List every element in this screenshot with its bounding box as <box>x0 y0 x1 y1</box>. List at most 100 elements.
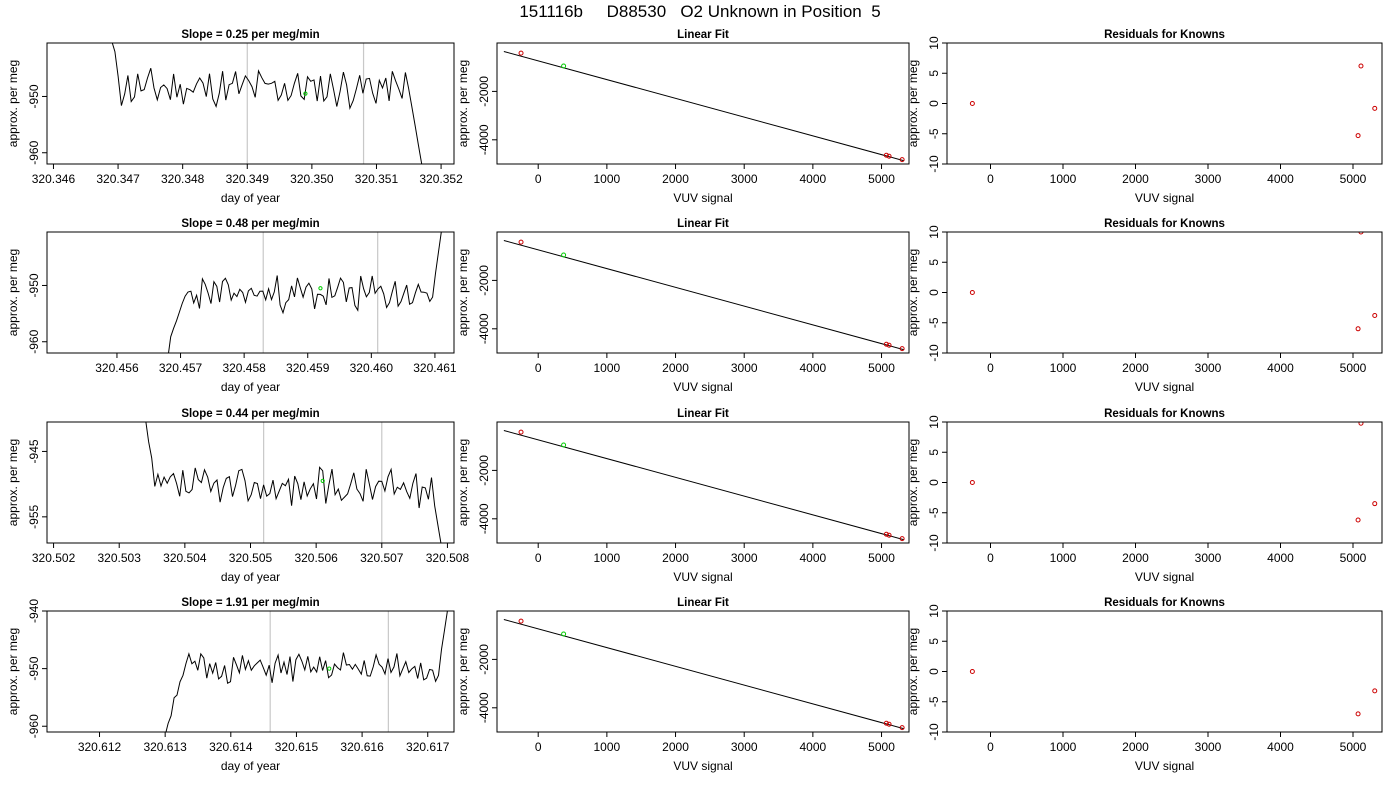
data-point <box>1355 711 1361 717</box>
data-point <box>969 101 975 106</box>
data-point <box>886 342 892 348</box>
chart-title: Residuals for Knowns <box>1104 218 1225 230</box>
x-tick-label: 2000 <box>662 361 689 375</box>
x-tick-label: 1000 <box>594 551 621 565</box>
y-tick-label: 10 <box>927 415 941 429</box>
chart-panel-8: Linear Fit 0 1000 2000 3000 4000 5000 -4000 -200… <box>456 408 910 584</box>
y-axis-label: approx. per meg <box>6 628 20 715</box>
data-point <box>969 480 975 485</box>
fit-line <box>503 239 904 351</box>
y-tick-label: 10 <box>927 604 941 618</box>
x-tick-label: 320.347 <box>96 172 140 186</box>
x-tick-label: 5000 <box>1340 172 1367 186</box>
data-point <box>1355 517 1361 523</box>
y-tick-label: -960 <box>27 329 41 353</box>
x-tick-label: 1000 <box>594 361 621 375</box>
x-axis-label: VUV signal <box>1135 759 1194 773</box>
x-tick-label: 5000 <box>1340 740 1367 754</box>
y-axis-label: approx. per meg <box>906 60 920 147</box>
y-axis-label: approx. per meg <box>456 60 470 147</box>
x-tick-label: 320.508 <box>426 551 470 565</box>
x-tick-label: 4000 <box>800 172 827 186</box>
data-point <box>886 153 892 159</box>
chart-panel-6: Residuals for Knowns 0 1000 2000 3000 4000 500… <box>906 218 1383 394</box>
x-tick-label: 1000 <box>594 172 621 186</box>
data-point <box>899 536 905 542</box>
y-tick-label: 0 <box>927 668 941 675</box>
plot-area <box>969 232 1378 332</box>
y-tick-label: 10 <box>927 36 941 50</box>
plot-area <box>503 429 905 542</box>
plot-frame <box>946 231 1383 354</box>
plot-area <box>969 669 1378 717</box>
x-tick-label: 5000 <box>1340 551 1367 565</box>
chart-title: Residuals for Knowns <box>1104 29 1225 41</box>
data-point <box>969 290 975 295</box>
highlight-point <box>303 91 308 96</box>
x-tick-label: 320.613 <box>143 740 187 754</box>
x-axis-label: day of year <box>221 191 280 205</box>
y-tick-label: 5 <box>927 70 941 77</box>
chart-panel-11: Linear Fit 0 1000 2000 3000 4000 5000 -4000 -200… <box>456 597 910 773</box>
chart-panel-1: Slope = 0.25 per meg/min 320.346 320.347 32… <box>6 29 463 205</box>
x-tick-label: 3000 <box>1195 361 1222 375</box>
x-tick-label: 320.460 <box>350 361 394 375</box>
chart-panel-2: Linear Fit 0 1000 2000 3000 4000 5000 -4000 -200… <box>456 29 910 205</box>
plot-frame <box>496 42 910 165</box>
x-tick-label: 4000 <box>800 361 827 375</box>
x-tick-label: 2000 <box>1122 740 1149 754</box>
x-tick-label: 4000 <box>800 551 827 565</box>
x-tick-label: 5000 <box>1340 361 1367 375</box>
data-point <box>899 157 905 163</box>
y-tick-label: 0 <box>927 479 941 486</box>
fit-line <box>503 50 904 162</box>
y-axis-label: approx. per meg <box>456 439 470 526</box>
x-tick-label: 2000 <box>1122 551 1149 565</box>
data-point <box>886 721 892 727</box>
data-point <box>1358 63 1364 69</box>
y-tick-label: 0 <box>927 289 941 296</box>
chart-title: Linear Fit <box>677 408 729 420</box>
data-point <box>1372 688 1378 694</box>
plot-frame <box>946 421 1383 544</box>
x-tick-label: 0 <box>535 172 542 186</box>
x-tick-label: 320.461 <box>413 361 457 375</box>
plot-area <box>165 611 448 732</box>
data-point <box>1372 312 1378 318</box>
y-tick-label: -10 <box>927 534 941 552</box>
chart-panel-10: Slope = 1.91 per meg/min 320.612 320.613 32… <box>6 597 455 773</box>
x-tick-label: 3000 <box>731 551 758 565</box>
x-tick-label: 320.350 <box>290 172 334 186</box>
plot-frame <box>946 42 1383 165</box>
data-point <box>1355 133 1361 139</box>
y-tick-label: -940 <box>27 599 41 623</box>
data-point <box>883 152 889 158</box>
x-tick-label: 5000 <box>868 551 895 565</box>
x-tick-label: 4000 <box>1267 551 1294 565</box>
y-tick-label: -950 <box>27 84 41 108</box>
y-tick-label: -960 <box>27 714 41 738</box>
data-trace <box>111 43 423 164</box>
chart-title: Linear Fit <box>677 218 729 230</box>
chart-title: Residuals for Knowns <box>1104 408 1225 420</box>
y-axis-label: approx. per meg <box>6 439 20 526</box>
y-tick-label: -10 <box>927 723 941 741</box>
x-tick-label: 320.456 <box>95 361 139 375</box>
x-tick-label: 2000 <box>1122 361 1149 375</box>
y-tick-label: -950 <box>27 273 41 297</box>
x-tick-label: 1000 <box>594 740 621 754</box>
x-tick-label: 320.616 <box>340 740 384 754</box>
plot-frame <box>46 42 455 165</box>
plot-area <box>503 50 905 163</box>
x-tick-label: 0 <box>987 172 994 186</box>
x-tick-label: 3000 <box>1195 551 1222 565</box>
x-axis-label: VUV signal <box>673 380 732 394</box>
chart-panel-3: Residuals for Knowns 0 1000 2000 3000 4000 500… <box>906 29 1383 205</box>
x-tick-label: 2000 <box>1122 172 1149 186</box>
x-tick-label: 2000 <box>662 740 689 754</box>
x-tick-label: 320.458 <box>222 361 266 375</box>
x-tick-label: 320.504 <box>163 551 207 565</box>
data-point <box>1358 422 1364 426</box>
plot-frame <box>496 421 910 544</box>
chart-panel-9: Residuals for Knowns 0 1000 2000 3000 4000 500… <box>906 408 1383 584</box>
